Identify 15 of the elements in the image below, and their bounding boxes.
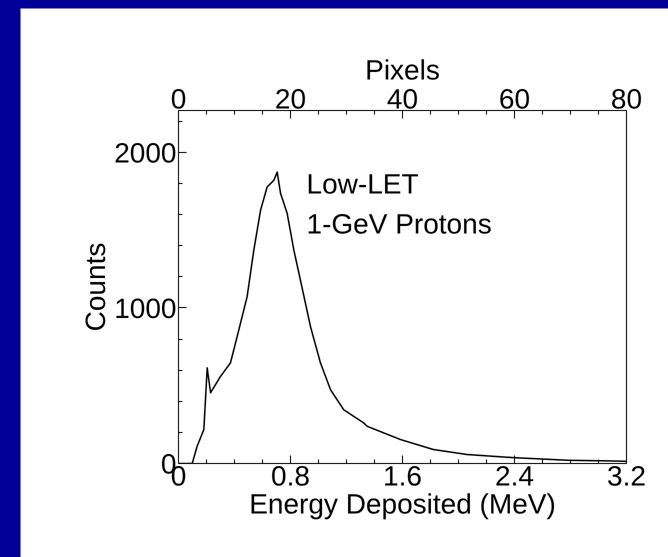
x-axis-title: Energy Deposited (MeV) [249, 488, 556, 520]
y-tick-label: 2000 [114, 137, 177, 168]
x-tick-label: 1.6 [383, 460, 422, 492]
x2-tick-label: 20 [274, 84, 306, 114]
annotation: Low-LET [306, 168, 419, 200]
x2-tick-label: 80 [610, 84, 642, 114]
x-tick-label: 3.2 [607, 460, 646, 492]
x2-axis-title: Pixels [365, 54, 440, 86]
x-tick-label: 2.4 [495, 460, 534, 492]
y-tick-label: 1000 [114, 292, 177, 324]
annotation: 1-GeV Protons [306, 208, 492, 240]
y-axis-title: Counts [80, 242, 112, 332]
x2-tick-label: 60 [498, 84, 530, 114]
x2-tick-label: 40 [386, 84, 418, 114]
x-tick-label: 0.8 [271, 460, 310, 492]
